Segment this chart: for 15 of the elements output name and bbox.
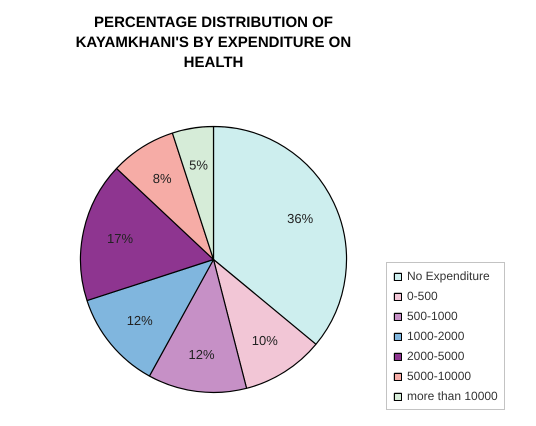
data-label: 10% <box>252 332 278 348</box>
data-label: 17% <box>107 231 134 246</box>
legend-label: 5000-10000 <box>407 369 472 383</box>
legend-label: No Expenditure <box>407 269 490 283</box>
legend-label: 0-500 <box>407 289 438 303</box>
data-label: 8% <box>152 171 172 186</box>
data-label: 12% <box>188 347 215 362</box>
data-label: 36% <box>287 211 314 226</box>
legend-label: more than 10000 <box>407 389 498 403</box>
chart-title: PERCENTAGE DISTRIBUTION OF KAYAMKHANI'S BY EXPENDITURE ON HEALTH <box>76 14 352 71</box>
legend-label: 2000-5000 <box>407 349 464 363</box>
data-label: 12% <box>126 313 154 328</box>
legend-label: 500-1000 <box>407 309 458 323</box>
data-label: 5% <box>189 157 208 172</box>
legend-label: 1000-2000 <box>407 329 464 343</box>
